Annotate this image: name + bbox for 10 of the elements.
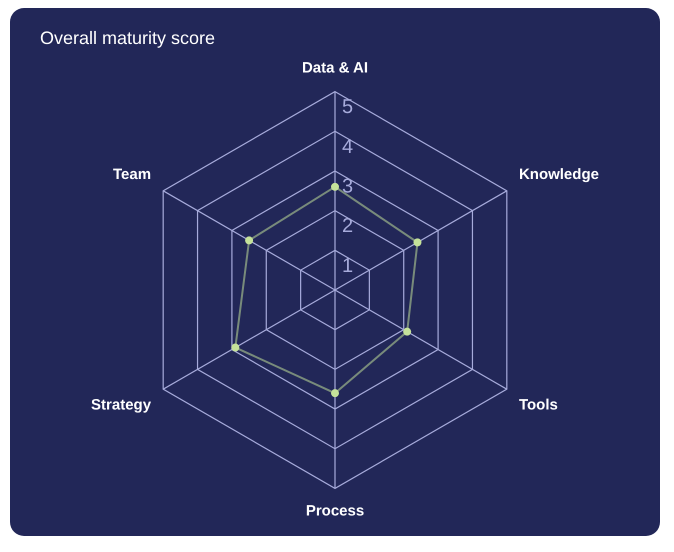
y-tick-label: 4 (342, 136, 354, 158)
chart-title: Overall maturity score (40, 28, 216, 48)
y-tick-label: 5 (342, 96, 354, 118)
spoke-label: Data & AI (302, 60, 368, 77)
y-tick-label: 1 (342, 254, 354, 277)
spoke-label: Knowledge (518, 166, 599, 183)
spoke-label: Strategy (91, 396, 152, 414)
spoke-label: Process (306, 502, 364, 520)
spoke-label: Team (112, 166, 152, 183)
spoke-label: Tools (518, 396, 558, 414)
